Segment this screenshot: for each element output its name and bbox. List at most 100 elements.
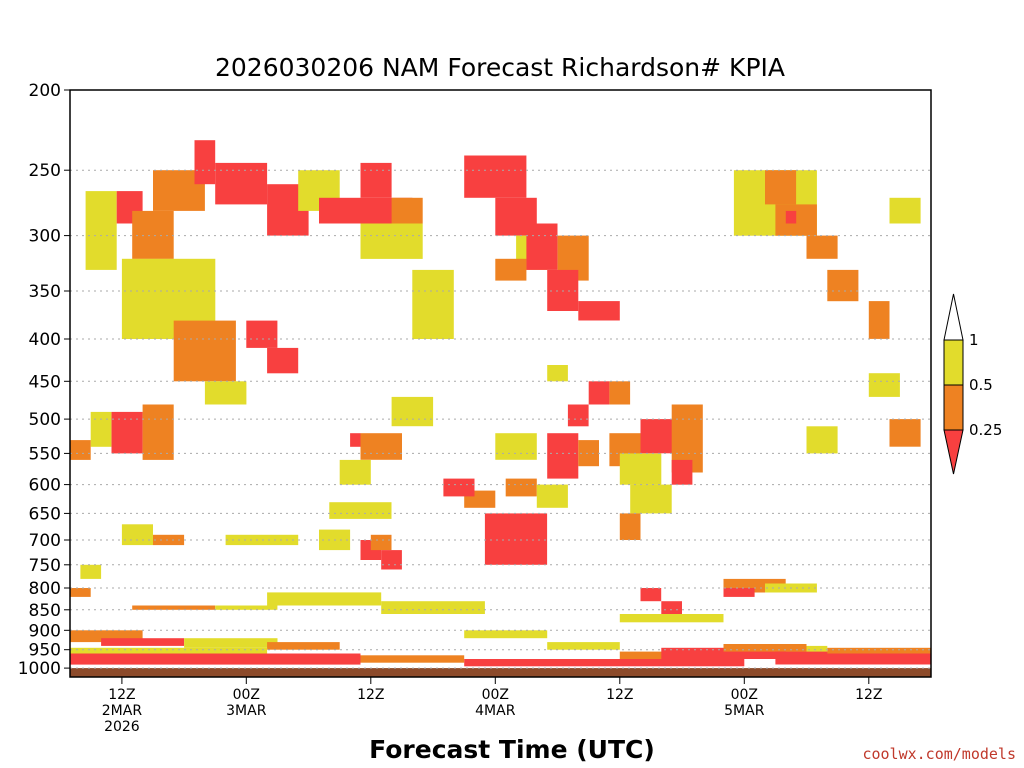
ri-cell-mid <box>868 301 890 339</box>
legend-label: 0.5 <box>969 376 993 394</box>
ri-cell-low <box>194 140 216 185</box>
ri-cell-high <box>619 614 724 623</box>
ri-cell-mid <box>132 605 216 610</box>
ri-cell-ground <box>70 668 931 677</box>
ri-cell-high <box>547 365 568 382</box>
ri-cell-low <box>775 651 931 665</box>
ri-cell-high <box>868 373 900 397</box>
legend-label: 0.25 <box>969 421 1002 439</box>
ri-cell-high <box>215 605 278 610</box>
ri-cell-mid <box>889 419 921 447</box>
ri-cell-mid <box>142 404 174 460</box>
ri-cell-high <box>464 630 548 639</box>
y-axis: 200 250 300 350 400 450 500 550 600 650 700 750 8008… <box>18 81 70 679</box>
ri-cell-mid <box>70 630 143 643</box>
ri-cell-high <box>381 601 485 614</box>
ri-cell-mid <box>360 655 465 663</box>
x-tick-label: 00Z <box>233 687 260 703</box>
legend-label: 1 <box>969 331 979 349</box>
ri-cell-mid <box>391 197 423 224</box>
y-tick-label: 300 <box>29 227 61 247</box>
ri-cell-low <box>640 588 662 602</box>
ri-cell-mid <box>173 320 236 382</box>
ri-cell-low <box>443 478 475 497</box>
ri-cell-mid <box>360 433 402 460</box>
ri-cell-low <box>526 223 558 270</box>
ri-cell-mid <box>267 642 340 650</box>
x-axis-title: Forecast Time (UTC) <box>369 735 655 764</box>
y-tick-label: 700 <box>29 531 61 551</box>
ri-cell-low <box>360 162 392 198</box>
ri-cell-high <box>547 642 620 650</box>
x-tick-label: 12Z <box>108 687 135 703</box>
ri-cell-low <box>567 404 589 427</box>
ri-cell-mid <box>827 269 859 302</box>
ri-cell-low <box>215 162 268 205</box>
x-tick-label: 5MAR <box>724 703 765 719</box>
ri-cell-mid <box>370 534 392 551</box>
ri-cell-high <box>495 433 537 460</box>
ri-cell-low <box>101 638 185 646</box>
ri-cell-mid <box>153 534 185 546</box>
x-tick-label: 00Z <box>731 687 758 703</box>
ri-cell-high <box>267 592 382 606</box>
ri-cell-mid <box>70 440 91 460</box>
ri-cell-mid <box>827 647 931 654</box>
ri-cell-low <box>70 653 361 665</box>
y-tick-label: 500 <box>29 410 61 430</box>
cells-layer <box>70 140 931 677</box>
y-tick-label: 900 <box>29 621 61 641</box>
y-tick-label: 600 <box>29 476 61 496</box>
y-tick-label: 950 <box>29 641 61 661</box>
y-tick-label: 250 <box>29 161 61 181</box>
ri-cell-high <box>806 426 838 454</box>
ri-cell-mid <box>495 258 527 281</box>
ri-cell-low <box>484 513 548 565</box>
ri-cell-low <box>547 269 579 311</box>
ri-cell-mid <box>505 478 537 497</box>
ri-cell-high <box>391 396 434 427</box>
ri-cell-high <box>630 484 672 514</box>
legend-swatch-mid-low <box>943 384 964 431</box>
ri-cell-low <box>723 588 755 597</box>
x-tick-label: 3MAR <box>226 703 267 719</box>
ri-cell-low <box>464 155 527 198</box>
ri-cell-low <box>578 301 620 321</box>
ri-cell-mid <box>723 644 807 652</box>
ri-cell-mid <box>765 170 797 205</box>
ri-cell-mid <box>609 381 631 405</box>
y-tick-label: 550 <box>29 444 61 464</box>
ri-cell-high <box>70 647 268 654</box>
ri-cell-low <box>350 433 361 447</box>
ri-cell-low <box>785 210 797 224</box>
y-tick-label: 750 <box>29 556 61 576</box>
x-tick-label: 00Z <box>482 687 509 703</box>
ri-cell-low <box>464 659 745 667</box>
ri-cell-high <box>412 269 454 339</box>
ri-cell-mid <box>619 513 641 540</box>
ri-cell-low <box>381 550 402 570</box>
x-tick-label: 4MAR <box>475 703 516 719</box>
ri-cell-low <box>661 647 786 659</box>
y-tick-label: 350 <box>29 282 61 302</box>
y-tick-label: 1000 <box>18 659 61 679</box>
plot-frame <box>69 89 932 678</box>
gridlines-layer <box>70 169 931 669</box>
ri-cell-high <box>329 502 392 519</box>
ri-cell-mid <box>578 440 599 467</box>
ri-cell-high <box>121 524 153 546</box>
colorbar-legend: 1 0.5 0.25 <box>943 293 1002 475</box>
ri-cell-high <box>204 381 247 405</box>
ri-cell-low <box>111 411 143 454</box>
y-tick-label: 200 <box>29 81 61 101</box>
y-tick-label: 400 <box>29 330 61 350</box>
ri-cell-high <box>90 411 112 447</box>
x-tick-label: 12Z <box>357 687 384 703</box>
ri-cell-high <box>85 191 117 270</box>
ri-cell-high <box>80 564 102 579</box>
ri-cell-high <box>360 223 423 259</box>
x-tick-label: 2026 <box>104 719 140 735</box>
x-tick-label: 12Z <box>606 687 633 703</box>
